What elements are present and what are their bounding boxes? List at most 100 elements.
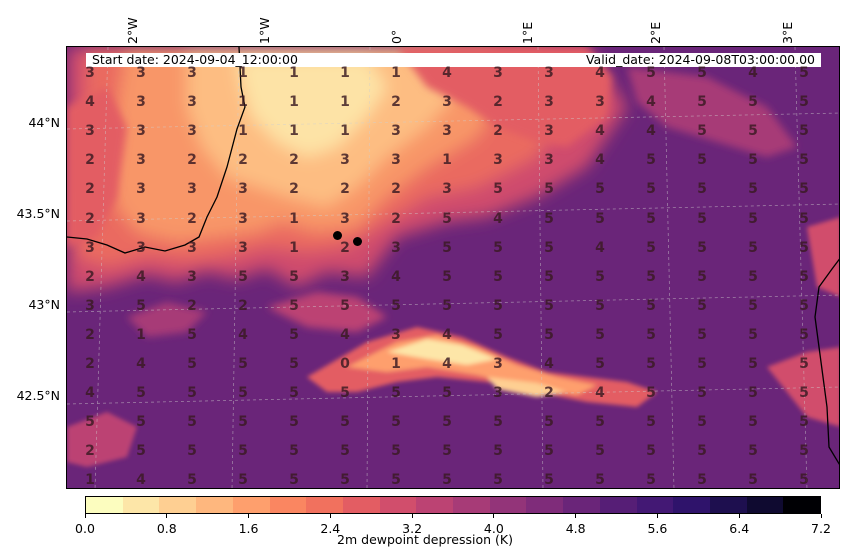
- grid-value: 1: [442, 152, 452, 169]
- colorbar-swatch: [489, 497, 527, 513]
- colorbar-swatch: [159, 497, 197, 513]
- grid-value: 2: [289, 181, 299, 198]
- grid-value: 3: [187, 94, 197, 111]
- grid-value: 3: [136, 239, 146, 256]
- grid-value: 5: [136, 443, 146, 460]
- grid-value: 3: [136, 65, 146, 81]
- grid-value: 3: [442, 94, 452, 111]
- grid-value: 5: [799, 123, 809, 140]
- station-marker[interactable]: [333, 231, 343, 241]
- grid-value: 5: [238, 385, 248, 402]
- grid-value: 1: [289, 65, 299, 81]
- grid-value: 5: [799, 181, 809, 198]
- lat-tick: 44°N: [28, 115, 60, 130]
- lon-tick: 0°: [389, 29, 404, 44]
- colorbar-swatch: [86, 497, 123, 513]
- grid-value: 5: [748, 297, 758, 314]
- colorbar-tick-mark: [84, 514, 86, 518]
- colorbar-swatch: [636, 497, 674, 513]
- grid-value: 1: [238, 123, 248, 140]
- colorbar-tick-label: 7.2: [811, 521, 831, 536]
- grid-value: 5: [748, 181, 758, 198]
- grid-value: 5: [697, 268, 707, 285]
- grid-value: 5: [697, 414, 707, 431]
- grid-value: 5: [238, 356, 248, 372]
- lon-tick: 2°W: [125, 17, 140, 44]
- colorbar-swatch: [599, 497, 637, 513]
- map-panel[interactable]: [66, 46, 840, 489]
- lat-tick: 43.5°N: [16, 206, 60, 221]
- grid-value: 3: [136, 181, 146, 198]
- station-marker[interactable]: [352, 236, 362, 246]
- grid-value: 4: [136, 472, 146, 489]
- grid-value: 5: [748, 239, 758, 256]
- grid-value: 5: [748, 152, 758, 169]
- grid-value: 5: [595, 443, 605, 460]
- grid-value: 5: [187, 326, 197, 343]
- grid-value: 0: [340, 356, 350, 372]
- grid-value: 5: [187, 443, 197, 460]
- grid-value: 4: [340, 326, 350, 343]
- grid-value: 3: [493, 385, 503, 402]
- grid-value: 5: [544, 326, 554, 343]
- grid-value: 5: [340, 414, 350, 431]
- grid-value: 2: [289, 152, 299, 169]
- grid-value: 5: [238, 414, 248, 431]
- grid-value: 5: [442, 297, 452, 314]
- grid-value: 5: [187, 356, 197, 372]
- grid-value: 5: [748, 210, 758, 227]
- grid-value: 2: [85, 181, 95, 198]
- grid-value: 5: [442, 443, 452, 460]
- grid-value: 2: [340, 239, 350, 256]
- lon-tick: 2°E: [648, 21, 663, 44]
- grid-value: 3: [238, 181, 248, 198]
- grid-value: 1: [136, 326, 146, 343]
- grid-value: 5: [289, 385, 299, 402]
- grid-value: 3: [391, 123, 401, 140]
- grid-value: 4: [136, 268, 146, 285]
- grid-value: 5: [646, 385, 656, 402]
- colorbar-swatch: [196, 497, 233, 513]
- grid-value: 5: [493, 181, 503, 198]
- colorbar: [85, 496, 821, 514]
- colorbar-swatch: [563, 497, 600, 513]
- grid-value: 3: [238, 239, 248, 256]
- grid-value: 3: [85, 297, 95, 314]
- grid-value: 5: [544, 268, 554, 285]
- grid-value: 5: [799, 414, 809, 431]
- map-canvas: [67, 47, 839, 488]
- colorbar-swatch: [673, 497, 710, 513]
- grid-value: 3: [442, 123, 452, 140]
- grid-value: 1: [391, 356, 401, 372]
- grid-value: 3: [595, 94, 605, 111]
- grid-value: 3: [85, 239, 95, 256]
- colorbar-tick-mark: [493, 514, 495, 518]
- grid-value: 5: [697, 326, 707, 343]
- grid-value: 5: [799, 385, 809, 402]
- colorbar-tick-mark: [575, 514, 577, 518]
- grid-value: 5: [646, 268, 656, 285]
- grid-value: 4: [391, 268, 401, 285]
- grid-value: 5: [544, 239, 554, 256]
- lon-tick: 1°E: [520, 21, 535, 44]
- grid-value: 5: [697, 181, 707, 198]
- grid-value: 4: [646, 123, 656, 140]
- lat-tick: 42.5°N: [16, 388, 60, 403]
- grid-value: 5: [544, 181, 554, 198]
- grid-value: 5: [748, 443, 758, 460]
- colorbar-tick-mark: [656, 514, 658, 518]
- grid-value: 1: [289, 239, 299, 256]
- grid-value: 3: [544, 94, 554, 111]
- grid-value: 5: [391, 297, 401, 314]
- grid-value: 3: [493, 356, 503, 372]
- grid-value: 5: [799, 356, 809, 372]
- colorbar-tick-label: 4.8: [565, 521, 586, 536]
- grid-value: 4: [85, 385, 95, 402]
- colorbar-tick-mark: [248, 514, 250, 518]
- date-banner: Start date: 2024-09-04_12:00:00 Valid_da…: [86, 53, 821, 67]
- grid-value: 5: [748, 94, 758, 111]
- grid-value: 2: [85, 152, 95, 169]
- grid-value: 5: [544, 443, 554, 460]
- grid-value: 5: [748, 385, 758, 402]
- colorbar-tick-label: 2.4: [320, 521, 341, 536]
